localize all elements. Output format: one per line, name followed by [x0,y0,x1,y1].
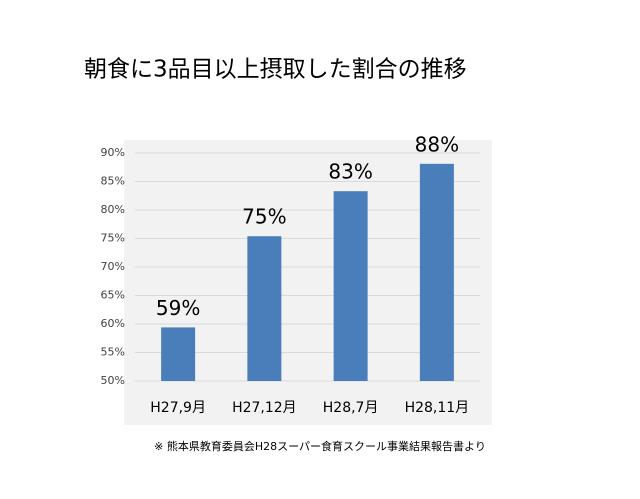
value-label: 88% [415,132,459,156]
value-label: 75% [242,205,286,229]
y-tick-label: 70% [101,260,125,273]
y-tick-label: 85% [101,175,125,188]
source-note: ※ 熊本県教育委員会H28スーパー食育スクール事業結果報告書より [154,439,486,453]
bar [333,191,368,381]
x-tick-label: H28,7月 [323,400,379,416]
y-tick-label: 50% [101,374,125,387]
bar [161,327,196,381]
y-tick-label: 80% [101,203,125,216]
value-label: 59% [156,296,200,320]
value-label: 83% [328,160,372,184]
bar [247,236,282,381]
y-tick-label: 55% [101,346,125,359]
x-tick-label: H27,9月 [150,400,206,416]
chart-title: 朝食に3品目以上摂取した割合の推移 [84,57,467,83]
y-tick-label: 60% [101,317,125,330]
x-tick-label: H27,12月 [232,400,297,416]
x-tick-label: H28,11月 [405,400,470,416]
bar [419,163,454,381]
y-tick-label: 65% [101,289,125,302]
y-tick-label: 90% [101,146,125,159]
y-tick-label: 75% [101,232,125,245]
